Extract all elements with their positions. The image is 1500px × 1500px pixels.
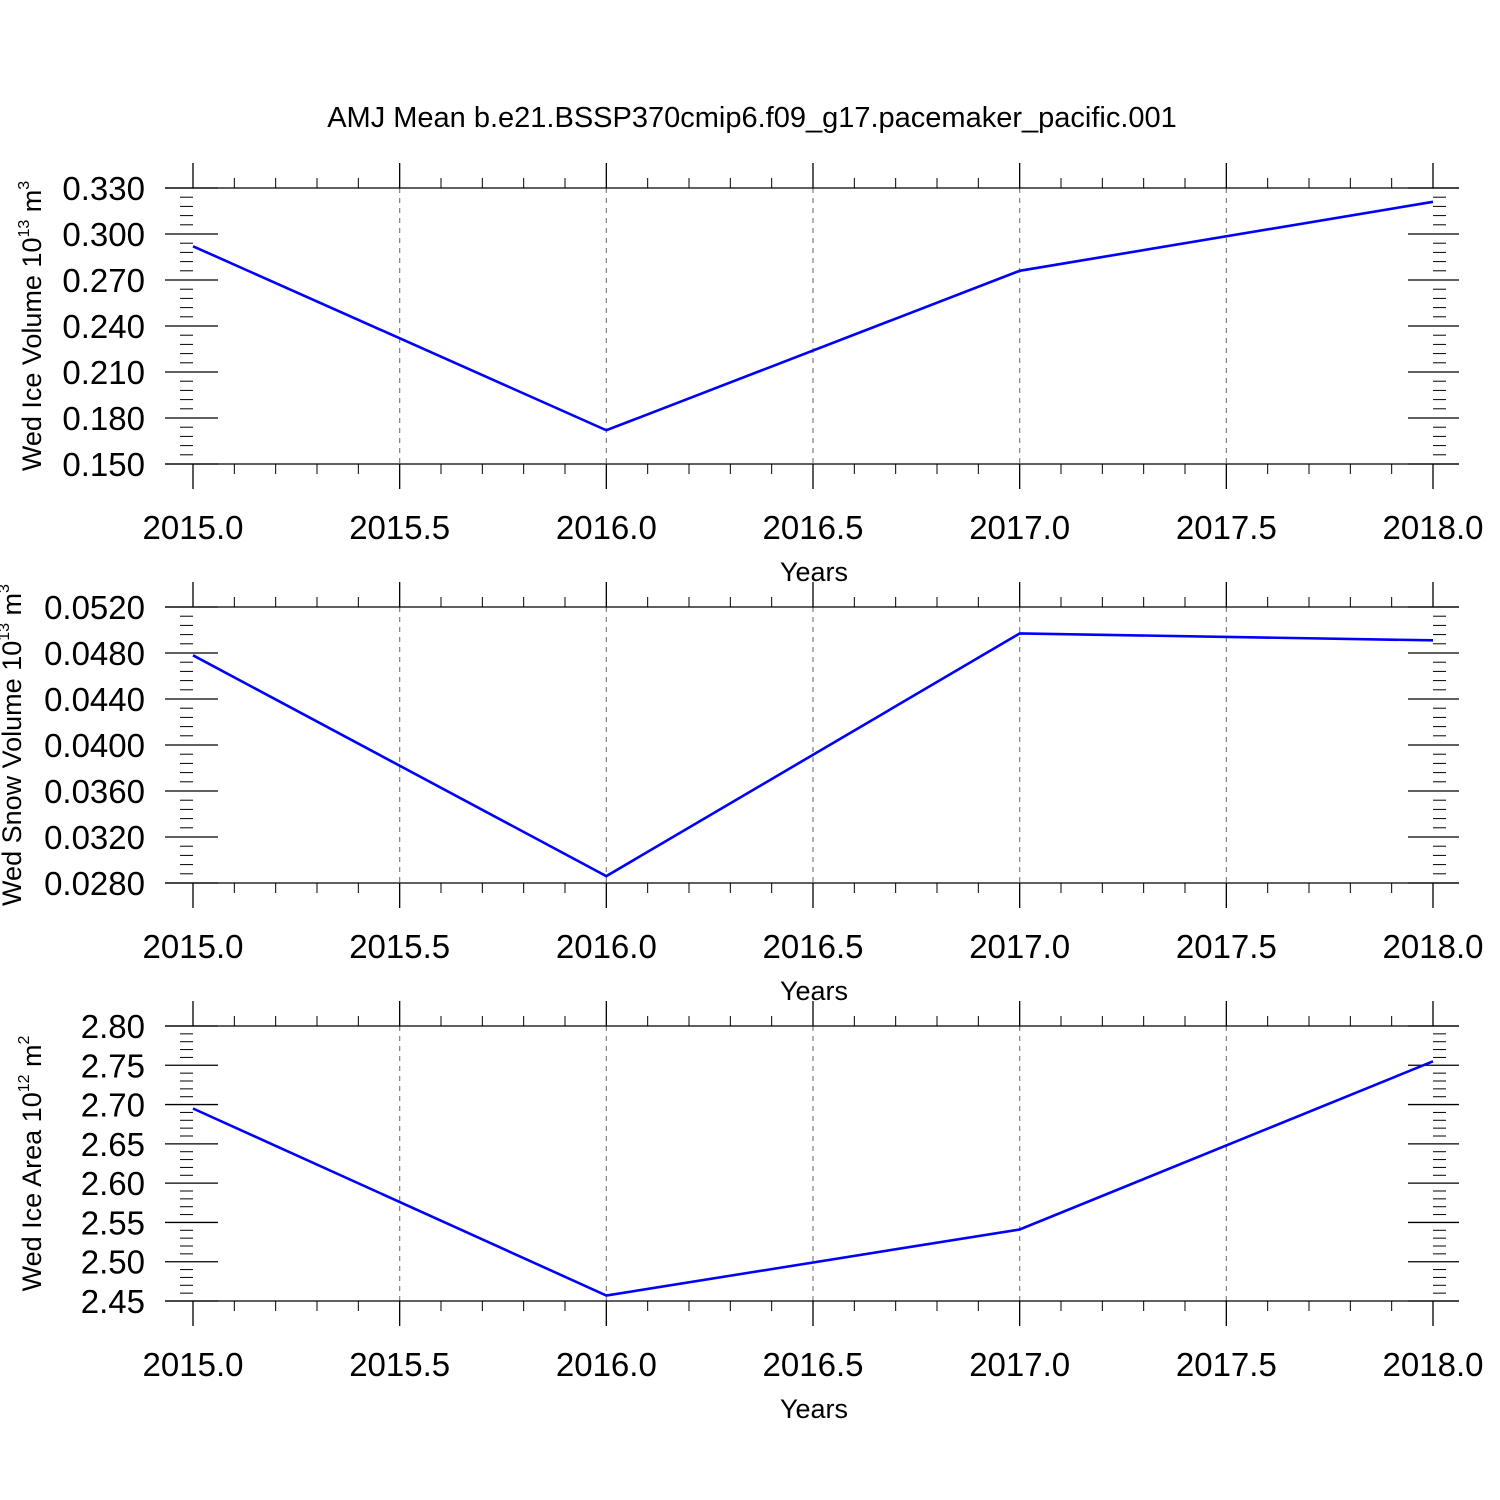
panel-3: 2.452.502.552.602.652.702.752.80 2015.0 20… bbox=[16, 1001, 1483, 1424]
y-tick-label: 2.50 bbox=[81, 1244, 145, 1281]
x-tick-label: 2018.0 bbox=[1383, 509, 1484, 546]
x-tick-label: 2017.5 bbox=[1176, 1346, 1277, 1383]
x-tick-label: 2017.0 bbox=[969, 509, 1070, 546]
x-tick-label: 2017.5 bbox=[1176, 928, 1277, 965]
y-tick-label: 2.60 bbox=[81, 1165, 145, 1202]
panel-2: 0.0280 0.0320 0.0360 0.0400 0.0440 0.0480 0.05… bbox=[0, 582, 1483, 1006]
x-tick-label: 2015.0 bbox=[143, 928, 244, 965]
y-tick-label: 0.0520 bbox=[44, 589, 145, 626]
x-tick-label: 2018.0 bbox=[1383, 1346, 1484, 1383]
figure-title: AMJ Mean b.e21.BSSP370cmip6.f09_g17.pace… bbox=[327, 102, 1177, 134]
y-tick-label: 2.75 bbox=[81, 1047, 145, 1084]
x-tick-label: 2016.5 bbox=[763, 1346, 864, 1383]
y-tick-label: 0.240 bbox=[62, 308, 145, 345]
y-tick-label: 0.270 bbox=[62, 262, 145, 299]
x-tick-label: 2015.5 bbox=[349, 928, 450, 965]
x-tick-label: 2015.5 bbox=[349, 509, 450, 546]
series-line bbox=[192, 200, 1434, 432]
y-tick-label: 0.0320 bbox=[44, 819, 145, 856]
x-tick-label: 2015.5 bbox=[349, 1346, 450, 1383]
y-tick-label: 0.0440 bbox=[44, 681, 145, 718]
y-tick-label: 0.330 bbox=[62, 170, 145, 207]
y-tick-label: 2.65 bbox=[81, 1126, 145, 1163]
y-tick-label: 0.180 bbox=[62, 400, 145, 437]
y-tick-label: 0.0280 bbox=[44, 865, 145, 902]
x-tick-label: 2016.0 bbox=[556, 509, 657, 546]
y-tick-label: 0.300 bbox=[62, 216, 145, 253]
x-tick-label: 2018.0 bbox=[1383, 928, 1484, 965]
x-tick-label: 2016.0 bbox=[556, 1346, 657, 1383]
y-tick-label: 0.0400 bbox=[44, 727, 145, 764]
y-axis-label: Wed Snow Volume 1013 m3 bbox=[0, 584, 27, 906]
x-tick-label: 2017.0 bbox=[969, 928, 1070, 965]
y-axis-label: Wed Ice Volume 1013 m3 bbox=[16, 181, 47, 471]
x-tick-label: 2017.0 bbox=[969, 1346, 1070, 1383]
y-tick-label: 0.0360 bbox=[44, 773, 145, 810]
y-tick-label: 0.210 bbox=[62, 354, 145, 391]
x-axis-label: Years bbox=[780, 976, 848, 1006]
y-tick-label: 2.55 bbox=[81, 1204, 145, 1241]
y-tick-label: 2.80 bbox=[81, 1008, 145, 1045]
x-tick-label: 2016.0 bbox=[556, 928, 657, 965]
series-line bbox=[192, 1060, 1434, 1297]
x-tick-label: 2016.5 bbox=[763, 928, 864, 965]
x-tick-label: 2017.5 bbox=[1176, 509, 1277, 546]
y-tick-label: 0.0480 bbox=[44, 635, 145, 672]
y-tick-label: 2.45 bbox=[81, 1283, 145, 1320]
y-axis-label: Wed Ice Area 1012 m2 bbox=[16, 1035, 47, 1291]
y-tick-label: 0.150 bbox=[62, 446, 145, 483]
panel-1: 0.150 0.180 0.210 0.240 0.270 0.300 0.330 2015.… bbox=[16, 163, 1483, 587]
x-tick-label: 2015.0 bbox=[143, 509, 244, 546]
x-axis-label: Years bbox=[780, 1394, 848, 1424]
x-tick-label: 2016.5 bbox=[763, 509, 864, 546]
y-tick-label: 2.70 bbox=[81, 1087, 145, 1124]
x-axis-label: Years bbox=[780, 557, 848, 587]
series-line bbox=[192, 632, 1434, 878]
x-tick-label: 2015.0 bbox=[143, 1346, 244, 1383]
